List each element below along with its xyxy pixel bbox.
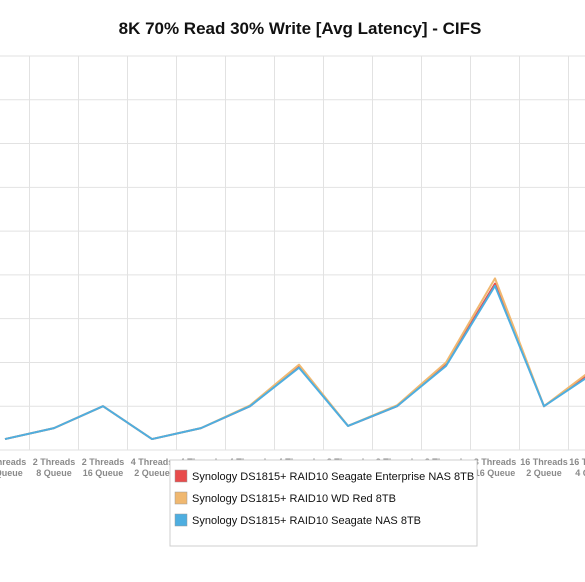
x-tick-label: 16 Threads 2 Queue bbox=[520, 457, 568, 478]
x-tick-label: 2 Threads4 Queue bbox=[0, 457, 26, 478]
x-tick-label: 4 Threads 2 Queue bbox=[131, 457, 174, 478]
series-lines bbox=[4, 277, 585, 441]
legend-swatch-2 bbox=[174, 491, 188, 505]
x-tick-label: 2 Threads 16 Queue bbox=[82, 457, 125, 478]
x-tick-label: 8 Threads 16 Queue bbox=[474, 457, 517, 478]
legend-swatch-1 bbox=[174, 469, 188, 483]
series-line-1 bbox=[4, 282, 585, 441]
legend-label-2: Synology DS1815+ RAID10 WD Red 8TB bbox=[192, 493, 396, 505]
legend-label-3: Synology DS1815+ RAID10 Seagate NAS 8TB bbox=[192, 515, 421, 527]
x-tick-label: 16 Threads4 Queue bbox=[569, 457, 585, 478]
legend: Synology DS1815+ RAID10 Seagate Enterpri… bbox=[169, 459, 478, 547]
legend-swatch-3 bbox=[174, 513, 188, 527]
series-line-2 bbox=[4, 277, 585, 441]
chart-title: 8K 70% Read 30% Write [Avg Latency] - CI… bbox=[119, 19, 482, 38]
legend-label-1: Synology DS1815+ RAID10 Seagate Enterpri… bbox=[192, 471, 474, 483]
series-line-3 bbox=[4, 284, 585, 441]
grid bbox=[0, 55, 585, 451]
x-tick-label: 2 Threads 8 Queue bbox=[33, 457, 76, 478]
legend-box bbox=[169, 459, 478, 547]
